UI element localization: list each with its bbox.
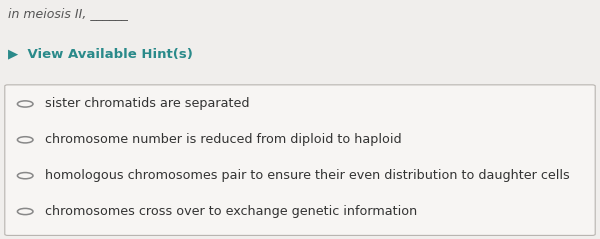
Text: ▶  View Available Hint(s): ▶ View Available Hint(s) [8,48,193,61]
Text: sister chromatids are separated: sister chromatids are separated [45,98,250,110]
Text: chromosomes cross over to exchange genetic information: chromosomes cross over to exchange genet… [45,205,417,218]
Text: homologous chromosomes pair to ensure their even distribution to daughter cells: homologous chromosomes pair to ensure th… [45,169,570,182]
FancyBboxPatch shape [5,85,595,235]
Text: in meiosis II, ______: in meiosis II, ______ [8,7,128,20]
Text: chromosome number is reduced from diploid to haploid: chromosome number is reduced from diploi… [45,133,401,146]
